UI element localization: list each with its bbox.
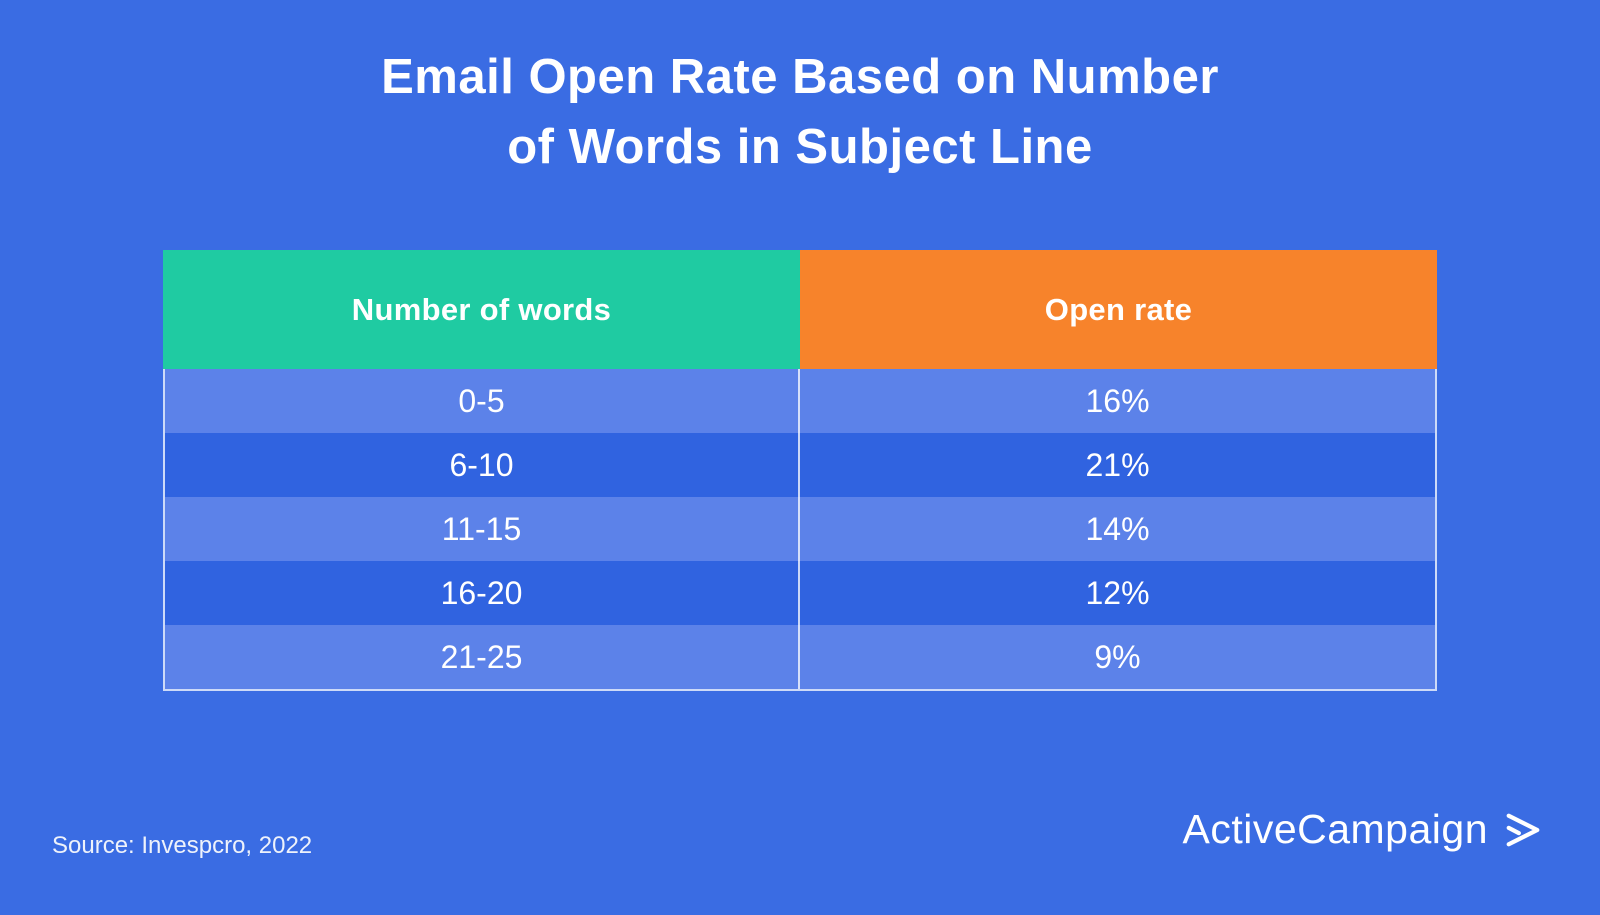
chart-title: Email Open Rate Based on Number of Words… xyxy=(0,42,1600,182)
table-row: 16-20 12% xyxy=(165,561,1435,625)
table-row: 6-10 21% xyxy=(165,433,1435,497)
table-row: 11-15 14% xyxy=(165,497,1435,561)
column-header-number-of-words: Number of words xyxy=(163,250,800,369)
cell-open-rate: 16% xyxy=(800,369,1435,433)
source-note: Source: Invespcro, 2022 xyxy=(52,832,313,859)
table-body: 0-5 16% 6-10 21% 11-15 14% 16-20 12% 21-… xyxy=(163,369,1437,691)
cell-open-rate: 12% xyxy=(800,561,1435,625)
cell-open-rate: 14% xyxy=(800,497,1435,561)
cell-words-range: 6-10 xyxy=(165,433,800,497)
activecampaign-wordmark: ActiveCampaign xyxy=(1182,806,1488,852)
cell-words-range: 0-5 xyxy=(165,369,800,433)
cell-words-range: 16-20 xyxy=(165,561,800,625)
open-rate-table: Number of words Open rate 0-5 16% 6-10 2… xyxy=(163,250,1437,691)
table-row: 21-25 9% xyxy=(165,625,1435,689)
table-row: 0-5 16% xyxy=(165,369,1435,433)
cell-open-rate: 9% xyxy=(800,625,1435,689)
cell-open-rate: 21% xyxy=(800,433,1435,497)
chart-title-line1: Email Open Rate Based on Number xyxy=(381,50,1219,104)
activecampaign-chevron-icon xyxy=(1506,813,1540,846)
cell-words-range: 21-25 xyxy=(165,625,800,689)
cell-words-range: 11-15 xyxy=(165,497,800,561)
column-header-open-rate: Open rate xyxy=(800,250,1437,369)
chart-title-line2: of Words in Subject Line xyxy=(507,120,1093,174)
activecampaign-logo: ActiveCampaign xyxy=(1182,806,1544,853)
table-header-row: Number of words Open rate xyxy=(163,250,1437,369)
